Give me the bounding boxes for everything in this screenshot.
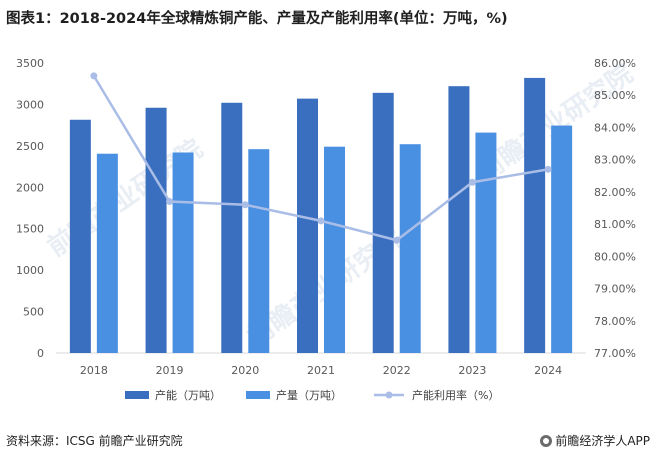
output-bar <box>399 144 421 353</box>
legend-swatch <box>125 391 149 399</box>
left-tick-label: 500 <box>23 306 44 319</box>
capacity-bar <box>145 107 167 353</box>
left-tick-label: 1000 <box>16 264 44 277</box>
right-tick-label: 81.00% <box>594 218 636 231</box>
output-bar <box>248 149 270 353</box>
capacity-bar <box>297 98 318 353</box>
x-tick-label: 2024 <box>534 364 562 377</box>
left-tick-label: 2000 <box>16 181 44 194</box>
output-bar <box>551 125 573 353</box>
output-bar <box>475 132 497 353</box>
left-tick-label: 1500 <box>16 223 44 236</box>
x-tick-label: 2019 <box>156 364 184 377</box>
utilization-point <box>166 198 174 206</box>
x-tick-label: 2021 <box>307 364 335 377</box>
utilization-line <box>90 72 552 244</box>
legend-label: 产能利用率（%） <box>412 388 499 402</box>
brand-mark: 前瞻经济学人APP <box>540 432 650 449</box>
bars <box>69 77 573 354</box>
brand-logo-icon <box>540 434 553 447</box>
chart-title: 图表1：2018-2024年全球精炼铜产能、产量及产能利用率(单位：万吨，%) <box>6 11 508 27</box>
legend-label: 产能（万吨） <box>155 388 221 402</box>
capacity-bar <box>372 92 394 353</box>
utilization-point <box>544 165 552 173</box>
capacity-bar <box>448 86 470 353</box>
right-tick-label: 77.00% <box>594 347 636 360</box>
right-tick-label: 79.00% <box>594 283 636 296</box>
utilization-point <box>90 72 98 80</box>
left-tick-label: 2500 <box>16 140 44 153</box>
right-axis: 77.00% 78.00% 79.00% 80.00% 81.00% 82.00% 83.0… <box>594 57 636 360</box>
left-tick-label: 3000 <box>16 98 44 111</box>
right-tick-label: 86.00% <box>594 57 636 70</box>
capacity-bar <box>69 119 91 353</box>
legend-point-swatch <box>385 391 393 399</box>
left-tick-label: 3500 <box>16 57 44 70</box>
brand-label: 前瞻经济学人APP <box>555 434 650 448</box>
legend-label: 产量（万吨） <box>276 388 342 402</box>
legend-swatch <box>246 391 270 399</box>
x-tick-label: 2020 <box>231 364 259 377</box>
x-tick-label: 2022 <box>383 364 411 377</box>
right-tick-label: 83.00% <box>594 154 636 167</box>
right-tick-label: 84.00% <box>594 121 636 134</box>
output-bar <box>172 152 194 353</box>
utilization-point <box>317 217 325 225</box>
x-tick-label: 2023 <box>458 364 486 377</box>
right-tick-label: 82.00% <box>594 186 636 199</box>
utilization-point <box>468 178 476 186</box>
right-tick-label: 78.00% <box>594 315 636 328</box>
legend: 产能（万吨） 产量（万吨） 产能利用率（%） <box>125 388 499 402</box>
output-bar <box>324 146 345 353</box>
capacity-bar <box>524 77 546 354</box>
utilization-point <box>393 236 401 244</box>
capacity-bar <box>221 102 243 354</box>
right-tick-label: 80.00% <box>594 250 636 263</box>
left-axis: 0 500 1000 1500 2000 2500 3000 3500 <box>16 57 44 360</box>
output-bar <box>96 153 118 353</box>
x-axis: 2018 2019 2020 2021 2022 2023 2024 <box>80 364 562 377</box>
right-tick-label: 85.00% <box>594 89 636 102</box>
x-tick-label: 2018 <box>80 364 108 377</box>
source-note: 资料来源：ICSG 前瞻产业研究院 <box>6 434 183 448</box>
left-tick-label: 0 <box>37 347 44 360</box>
utilization-point <box>241 201 249 209</box>
